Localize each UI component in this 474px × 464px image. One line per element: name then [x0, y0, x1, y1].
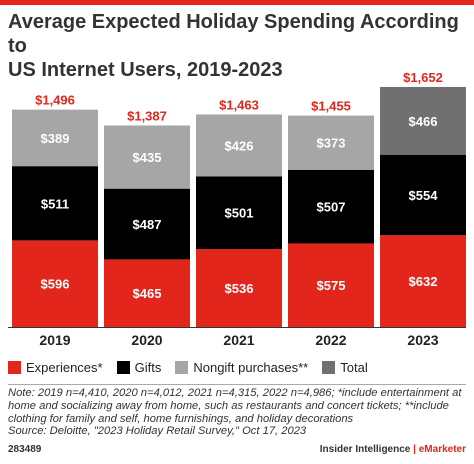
bar-2023-gifts — [380, 154, 466, 236]
bar-value-label: $487 — [133, 217, 162, 232]
chart-id: 283489 — [8, 444, 42, 455]
bar-2023-experiences — [380, 235, 466, 327]
legend-label-nongift: Nongift purchases** — [193, 360, 309, 375]
brand-separator: | — [413, 444, 416, 455]
brand-emarketer: eMarketer — [418, 444, 466, 455]
legend-swatch-experiences — [8, 361, 21, 374]
legend-item-nongift: Nongift purchases** — [175, 360, 308, 375]
total-label: $1,387 — [127, 108, 167, 123]
bar-2019-nongiftpurchases — [12, 109, 98, 167]
bar-2020-gifts — [104, 188, 190, 260]
legend-label-experiences: Experiences* — [26, 360, 103, 375]
bar-value-label: $575 — [317, 278, 346, 293]
accent-bar — [0, 0, 474, 5]
bar-2022-nongiftpurchases — [288, 115, 374, 170]
bar-value-label: $426 — [225, 138, 254, 153]
bar-value-label: $501 — [225, 206, 254, 221]
legend-item-total: Total — [322, 360, 368, 375]
total-label: $1,652 — [403, 70, 443, 85]
legend-item-experiences: Experiences* — [8, 360, 103, 375]
bar-value-label: $389 — [41, 131, 70, 146]
chart-title-line-1: Average Expected Holiday Spending Accord… — [8, 11, 459, 57]
legend-item-gifts: Gifts — [116, 360, 162, 375]
bar-value-label: $596 — [41, 277, 70, 292]
x-tick-label: 2022 — [315, 332, 346, 348]
bar-2020-nongiftpurchases — [104, 125, 190, 189]
total-label: $1,496 — [35, 93, 75, 108]
note-line-2: home and socializing away from home, suc… — [8, 399, 449, 412]
chart-title: Average Expected Holiday Spending Accord… — [8, 10, 468, 82]
bar-2021-gifts — [196, 176, 282, 250]
bar-value-label: $465 — [133, 286, 162, 301]
bar-2022-experiences — [288, 243, 374, 327]
legend-swatch-gifts — [116, 361, 130, 374]
legend-swatch-total — [322, 361, 336, 374]
x-tick-label: 2020 — [131, 332, 162, 348]
total-label: $1,455 — [311, 99, 351, 114]
note-divider — [8, 384, 466, 385]
bar-value-label: $435 — [133, 150, 162, 165]
total-label: $1,463 — [219, 97, 259, 112]
chart-note: Note: 2019 n=4,410, 2020 n=4,012, 2021 n… — [8, 387, 468, 438]
bar-value-label: $507 — [317, 200, 346, 215]
note-line-1: Note: 2019 n=4,410, 2020 n=4,012, 2021 n… — [8, 387, 462, 399]
legend-label-gifts: Gifts — [134, 360, 162, 375]
x-tick-label: 2019 — [39, 332, 70, 348]
bar-2020-experiences — [104, 259, 190, 327]
legend-swatch-nongift — [175, 361, 189, 374]
source-line: Source: Deloitte, "2023 Holiday Retail S… — [8, 425, 307, 438]
x-tick-label: 2021 — [223, 332, 254, 348]
bar-value-label: $466 — [409, 114, 438, 129]
x-tick-label: 2023 — [407, 332, 438, 348]
note-line-3: clothing for family and self, home furni… — [8, 412, 354, 425]
bar-2019-gifts — [12, 166, 98, 241]
legend: Experiences* Gifts Nongift purchases** T… — [8, 360, 382, 375]
legend-label-total: Total — [340, 360, 368, 375]
bar-2022-gifts — [288, 169, 374, 244]
bar-value-label: $536 — [225, 281, 254, 296]
brand-insider-intelligence: Insider Intelligence — [319, 444, 411, 455]
bar-value-label: $511 — [41, 196, 69, 211]
brand-logo: Insider Intelligence | eMarketer — [320, 444, 466, 455]
bar-2021-experiences — [196, 249, 282, 327]
bar-2023-nongiftpurchases — [380, 86, 466, 155]
bar-value-label: $632 — [409, 274, 438, 289]
bar-2021-nongiftpurchases — [196, 114, 282, 177]
bar-value-label: $373 — [317, 136, 346, 151]
chart-title-line-2: US Internet Users, 2019-2023 — [8, 59, 283, 81]
bar-2019-experiences — [12, 240, 98, 327]
bar-value-label: $554 — [409, 188, 439, 203]
